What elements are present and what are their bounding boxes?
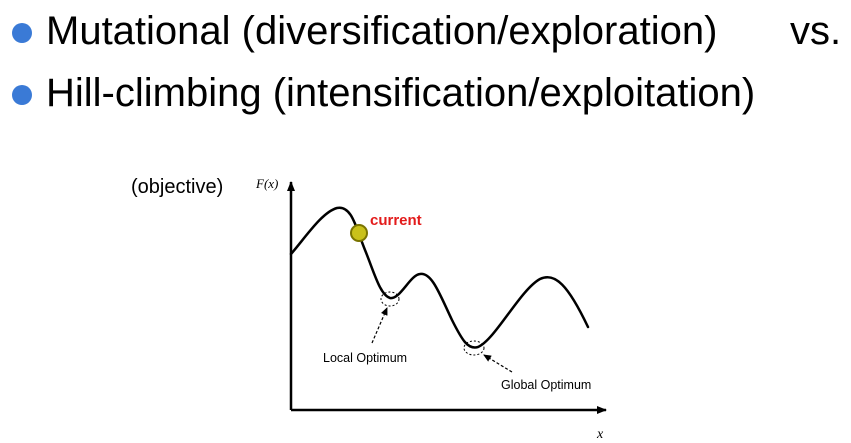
current-point-marker (350, 224, 368, 242)
local-optimum-arrow (371, 307, 388, 344)
bullet-text-mutational: Mutational (diversification/exploration) (46, 9, 718, 53)
bullet-item-hill-climbing: Hill-climbing (intensification/exploitat… (12, 70, 755, 116)
bullet-text-hill-climbing: Hill-climbing (intensification/exploitat… (46, 71, 756, 115)
vs-text: vs. (790, 9, 842, 53)
objective-curve (289, 206, 590, 349)
objective-label: (objective) (131, 176, 224, 198)
bullet-dot-icon (12, 85, 32, 105)
current-label: current (370, 212, 422, 229)
global-optimum-marker (463, 340, 485, 356)
local-optimum-label: Local Optimum (323, 351, 407, 365)
global-optimum-arrow (483, 354, 513, 373)
local-optimum-marker (380, 291, 400, 307)
global-optimum-label: Global Optimum (501, 378, 591, 392)
bullet-item-mutational: Mutational (diversification/exploration) (12, 8, 717, 54)
bullet-dot-icon (12, 23, 32, 43)
y-axis-label: F(x) (255, 176, 278, 191)
x-axis-label: x (596, 427, 604, 442)
